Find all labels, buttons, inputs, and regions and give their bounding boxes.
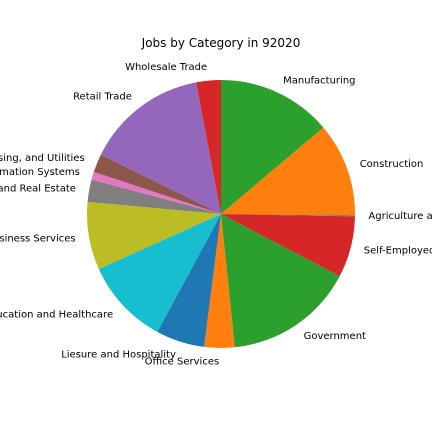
pie-slice bbox=[157, 214, 221, 347]
slice-label: Office Services bbox=[145, 356, 220, 367]
slice-label: Wholesale Trade bbox=[125, 62, 207, 73]
pie-slice bbox=[91, 171, 221, 214]
slice-label: Government bbox=[304, 331, 366, 342]
slice-label: Education and Healthcare bbox=[0, 309, 113, 320]
chart-title: Jobs by Category in 92020 bbox=[141, 36, 301, 50]
pie-slice bbox=[87, 179, 221, 214]
slice-label: Business Services bbox=[0, 233, 76, 244]
pie-slice bbox=[221, 214, 355, 217]
slice-label: Self-Employed bbox=[364, 246, 432, 257]
slice-label: Retail Trade bbox=[73, 92, 132, 103]
pie-labels: Manufacturing Construction Agriculture and… bbox=[0, 62, 432, 367]
slice-label: Information Systems bbox=[0, 167, 80, 178]
pie-slices bbox=[87, 80, 355, 348]
pie-slice bbox=[98, 214, 221, 332]
pie-slice bbox=[204, 214, 235, 348]
pie-slice bbox=[87, 201, 221, 269]
pie-slice bbox=[221, 80, 324, 214]
slice-label: Transportation, Warehousing, and Utiliti… bbox=[0, 153, 85, 164]
pie-slice bbox=[93, 154, 221, 214]
pie-slice bbox=[221, 127, 355, 216]
pie-slice bbox=[100, 82, 221, 214]
pie-slice bbox=[221, 214, 340, 348]
slice-label: Liesure and Hospitality bbox=[61, 349, 176, 360]
pie-slice bbox=[196, 80, 221, 214]
pie-slice bbox=[221, 214, 355, 277]
slice-label: Finance and Real Estate bbox=[0, 183, 76, 194]
slice-label: Agriculture and Mining bbox=[368, 211, 432, 222]
slice-label: Construction bbox=[360, 159, 424, 170]
slice-label: Manufacturing bbox=[283, 75, 355, 86]
